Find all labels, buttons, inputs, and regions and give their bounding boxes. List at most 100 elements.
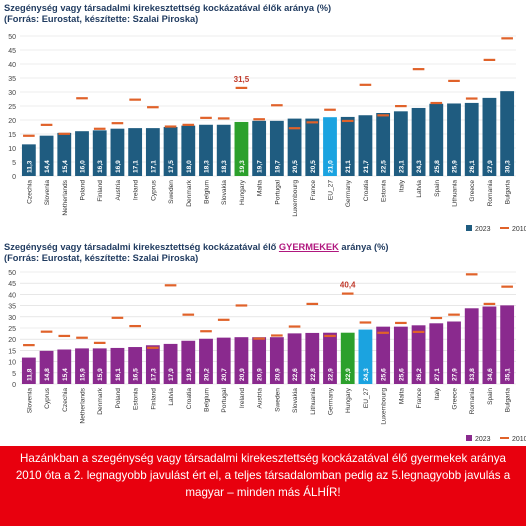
marker-2010-romania (465, 273, 478, 276)
y-tick-label: 10 (8, 146, 16, 153)
x-tick-label: Portugal (221, 387, 228, 412)
data-label: 16,0 (80, 160, 87, 173)
y-tick-label: 30 (8, 90, 16, 97)
bar-2023-austria (252, 337, 267, 384)
bar-2023-hungary (340, 332, 355, 384)
marker-2010-hungary (235, 86, 248, 89)
data-label: 25,9 (452, 160, 459, 173)
bar-2023-czechia (21, 144, 36, 176)
marker-2010-romania (483, 58, 496, 61)
x-tick-label: Czechia (26, 180, 33, 204)
x-tick-label: EU_27 (328, 180, 335, 200)
x-tick-label: Romania (487, 180, 494, 207)
data-label: 15,9 (97, 368, 104, 381)
y-tick-label: 30 (8, 315, 16, 322)
marker-2010-croatia (359, 83, 372, 86)
bar-2023-latvia (163, 343, 178, 384)
x-tick-label: Denmark (186, 179, 193, 206)
data-label: 25,6 (381, 368, 388, 381)
marker-2010-germany (341, 119, 354, 123)
x-tick-label: Denmark (97, 387, 104, 414)
y-tick-label: 10 (8, 360, 16, 367)
data-label: 19,7 (274, 160, 281, 173)
x-tick-label: Spain (434, 180, 441, 197)
data-label: 20,5 (292, 160, 299, 173)
data-label: 27,1 (434, 368, 441, 381)
x-tick-label: Sweden (168, 180, 175, 204)
bar-2023-latvia (411, 107, 426, 176)
bar-2023-denmark (181, 125, 196, 176)
marker-2010-finland (147, 346, 159, 349)
marker-2010-lithuania (306, 302, 319, 306)
marker-2010-cyprus (40, 330, 53, 333)
x-tick-label: Greece (452, 388, 459, 410)
bar-2023-slovakia (287, 333, 302, 384)
x-tick-label: Austria (115, 180, 122, 201)
data-label: 16,9 (115, 160, 122, 173)
x-tick-label: Poland (80, 180, 87, 201)
legend-swatch-2023 (466, 435, 472, 441)
y-tick-label: 45 (8, 48, 16, 55)
bar-2023-germany (323, 332, 337, 384)
marker-2010-denmark (182, 123, 195, 126)
legend-swatch-2010 (500, 227, 509, 229)
marker-2010-germany (324, 334, 336, 338)
marker-2010-czechia (23, 134, 35, 137)
data-label: 21,1 (345, 160, 352, 173)
bar-2023-hungary (234, 121, 249, 176)
marker-2010-france (412, 330, 425, 334)
data-label: 24,3 (416, 160, 423, 173)
y-tick-label: 25 (8, 326, 16, 333)
marker-2010-belgium (200, 330, 212, 333)
marker-2010-hungary (341, 292, 354, 295)
legend-swatch-2010 (500, 437, 509, 439)
bar-2023-malta (252, 120, 267, 176)
data-label: 26,1 (469, 160, 476, 173)
marker-2010-estonia (129, 324, 141, 328)
marker-2010-austria (253, 337, 265, 340)
bar-2023-estonia (376, 113, 391, 176)
marker-2010-poland (76, 97, 88, 100)
marker-2010-denmark (93, 341, 106, 344)
marker-2010-malta (253, 118, 265, 121)
marker-2010-spain (483, 302, 496, 306)
bar-2023-eu_27 (323, 117, 337, 176)
data-label: 22,6 (292, 368, 299, 381)
chart1-plot: 0 5 10 15 20 25 30 35 40 45 50 11,3 Czechia 14,4 Slove… (8, 34, 526, 233)
x-tick-label: Croatia (186, 388, 193, 410)
bar-2023-belgium (199, 124, 213, 176)
bar-2023-romania (464, 308, 479, 384)
data-label: 15,4 (62, 160, 69, 173)
x-tick-label: Luxembourg (381, 388, 388, 425)
bar-2023-finland (145, 345, 160, 384)
x-tick-label: Ireland (239, 388, 246, 408)
bar-2023-bulgaria (500, 305, 515, 384)
bar-2023-estonia (128, 347, 143, 384)
x-tick-label: Belgium (204, 387, 211, 411)
data-label: 15,9 (80, 368, 87, 381)
legend-label-2023: 2023 (475, 226, 491, 233)
marker-2010-luxembourg (377, 331, 389, 334)
marker-2010-latvia (412, 68, 425, 71)
bar-2023-croatia (181, 340, 196, 384)
data-label: 17,9 (168, 368, 175, 381)
x-tick-label: Netherlands (80, 387, 87, 423)
marker-2010-sweden (271, 334, 283, 337)
bar-2023-bulgaria (500, 91, 515, 176)
x-tick-label: Slovakia (221, 180, 228, 205)
data-label: 34,6 (487, 368, 494, 381)
x-tick-label: Czechia (62, 388, 69, 412)
marker-2010-lithuania (448, 79, 460, 82)
x-tick-label: Greece (469, 180, 476, 202)
marker-2010-spain (430, 101, 443, 105)
marker-2010-belgium (200, 116, 212, 119)
y-tick-label: 0 (12, 174, 16, 181)
marker-2010-slovakia (288, 325, 301, 328)
bar-2023-sweden (163, 127, 178, 176)
x-tick-label: Poland (115, 388, 122, 409)
marker-2010-slovakia (217, 117, 230, 120)
bar-2023-luxembourg (376, 326, 391, 384)
x-tick-label: Sweden (274, 388, 281, 412)
marker-2010-portugal (271, 104, 283, 107)
bar-2023-poland (110, 347, 125, 384)
